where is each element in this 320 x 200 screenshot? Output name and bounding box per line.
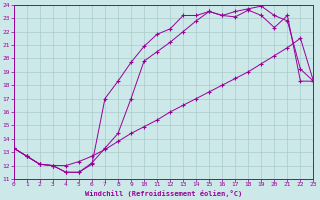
X-axis label: Windchill (Refroidissement éolien,°C): Windchill (Refroidissement éolien,°C) [85, 190, 242, 197]
